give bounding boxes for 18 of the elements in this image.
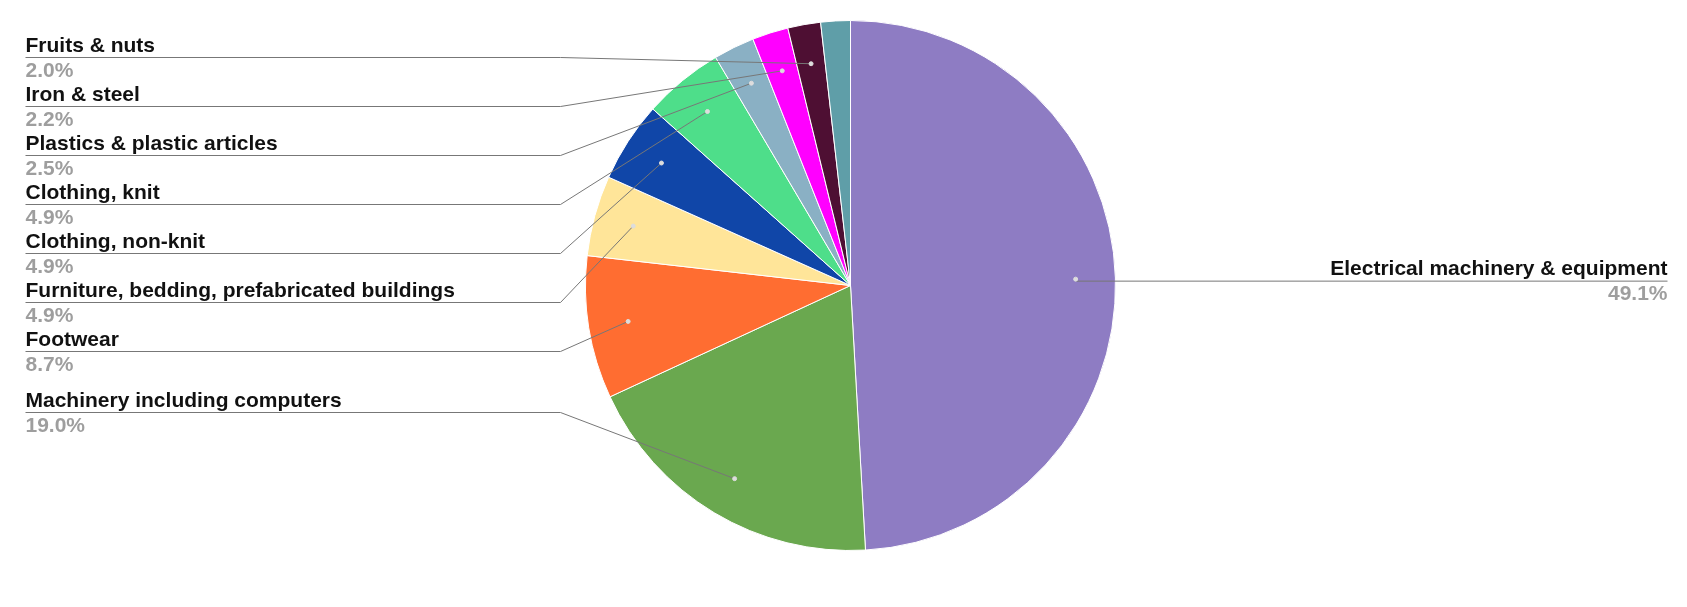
slice-label: Furniture, bedding, prefabricated buildings bbox=[25, 277, 455, 301]
data-label: 2.2% bbox=[25, 106, 74, 130]
slice-label: Machinery including computers bbox=[25, 387, 342, 411]
slice-label: Footwear bbox=[25, 326, 119, 350]
slice-label: Clothing, non-knit bbox=[25, 228, 206, 252]
slice-label: Electrical machinery & equipment bbox=[1330, 256, 1668, 280]
data-label: 4.9% bbox=[25, 302, 74, 326]
data-label: 8.7% bbox=[25, 351, 74, 375]
data-label: 19.0% bbox=[25, 412, 86, 436]
slice-label: Iron & steel bbox=[25, 81, 140, 105]
data-label: 2.5% bbox=[25, 155, 74, 179]
data-label: 49.1% bbox=[1607, 281, 1668, 305]
slice-label: Clothing, knit bbox=[25, 179, 160, 203]
slice-label: Plastics & plastic articles bbox=[25, 130, 278, 154]
data-label: 4.9% bbox=[25, 204, 74, 228]
data-label: 4.9% bbox=[25, 253, 74, 277]
data-label: 2.0% bbox=[25, 57, 74, 81]
slice-label: Fruits & nuts bbox=[25, 32, 155, 56]
